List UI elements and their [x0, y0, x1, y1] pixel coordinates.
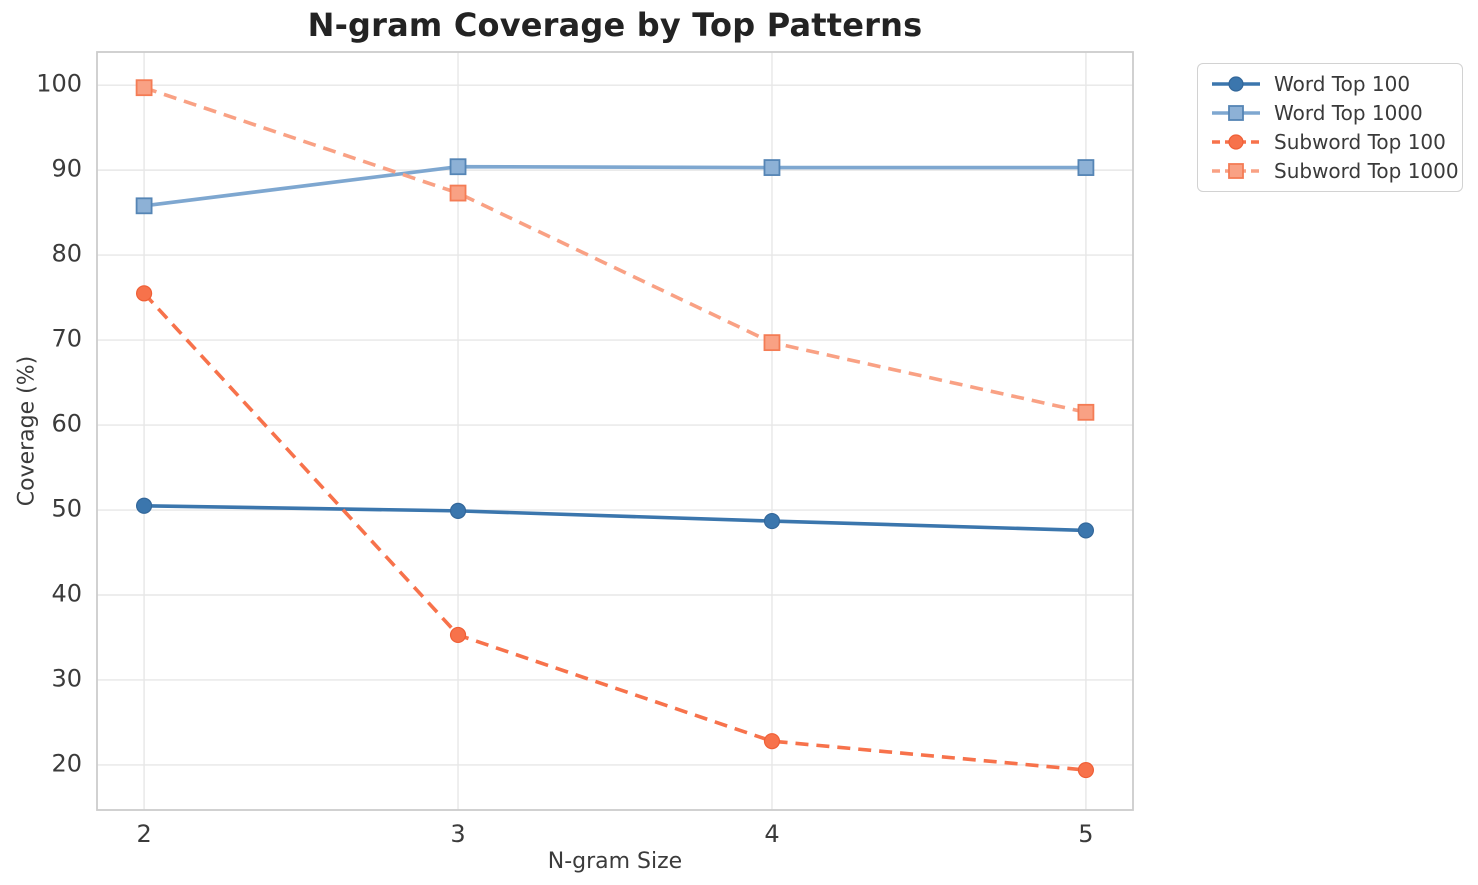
legend-label: Word Top 1000	[1274, 101, 1423, 125]
data-point-marker	[135, 197, 153, 215]
data-point-marker	[763, 512, 781, 530]
x-tick-label: 3	[450, 820, 466, 848]
data-point-marker	[763, 334, 781, 352]
x-axis-label: N-gram Size	[547, 849, 683, 874]
y-tick-label: 100	[36, 69, 82, 98]
y-tick-label: 70	[51, 324, 82, 353]
y-tick-label: 40	[51, 579, 82, 608]
legend: Word Top 100 Word Top 1000 Subword Top 100…	[1197, 63, 1463, 192]
y-tick-label: 30	[51, 664, 82, 693]
legend-label: Word Top 100	[1274, 72, 1411, 96]
y-tick-label: 20	[51, 749, 82, 778]
legend-marker	[1228, 134, 1244, 150]
legend-marker	[1228, 105, 1244, 121]
legend-circle-marker-icon	[1212, 76, 1260, 92]
series-line	[143, 164, 1086, 208]
legend-circle-marker-icon	[1212, 134, 1260, 150]
series-line	[142, 292, 1087, 772]
legend-entry: Word Top 1000	[1210, 101, 1462, 125]
y-tick-label: 50	[51, 494, 82, 523]
data-point-marker	[1077, 761, 1095, 779]
data-point-marker	[135, 497, 153, 514]
x-tick-label: 4	[764, 820, 780, 848]
data-point-marker	[1077, 159, 1095, 176]
legend-square-marker-icon	[1212, 105, 1260, 121]
series-line	[144, 503, 1086, 533]
data-point-marker	[135, 285, 153, 302]
y-tick-label: 80	[51, 239, 82, 268]
data-point-marker	[135, 79, 153, 97]
x-tick-label: 5	[1078, 820, 1094, 848]
x-tick-label: 2	[136, 820, 152, 848]
series-line	[143, 85, 1087, 415]
legend-entry: Subword Top 1000	[1210, 159, 1462, 183]
data-point-marker	[763, 733, 781, 750]
data-point-marker	[763, 159, 781, 176]
legend-entry: Subword Top 100	[1210, 130, 1462, 154]
data-point-marker	[449, 158, 467, 176]
legend-marker	[1228, 163, 1244, 179]
data-point-marker	[449, 502, 467, 519]
plot-border	[96, 51, 1134, 811]
legend-square-marker-icon	[1212, 163, 1260, 179]
data-point-marker	[1077, 522, 1095, 539]
data-point-marker	[449, 626, 467, 644]
legend-marker	[1228, 76, 1244, 92]
legend-label: Subword Top 100	[1274, 130, 1446, 154]
data-point-marker	[449, 184, 467, 202]
y-tick-label: 60	[51, 409, 82, 438]
legend-entry: Word Top 100	[1210, 72, 1462, 96]
data-point-marker	[1077, 403, 1095, 421]
legend-label: Subword Top 1000	[1274, 159, 1459, 183]
chart-title: N-gram Coverage by Top Patterns	[307, 6, 923, 44]
y-tick-label: 90	[51, 154, 82, 183]
